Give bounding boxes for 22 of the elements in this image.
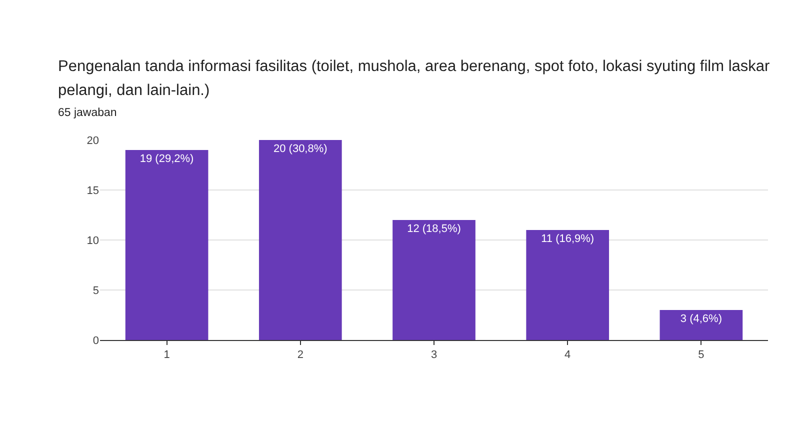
x-tick-label: 1 bbox=[164, 349, 170, 362]
x-tick-label: 5 bbox=[698, 349, 704, 362]
y-tick-label: 10 bbox=[86, 234, 99, 247]
bar bbox=[258, 140, 342, 340]
data-label: 11 (16,9%) bbox=[541, 233, 594, 245]
x-tick-label: 4 bbox=[564, 349, 571, 362]
chart-subtitle: 65 jawaban bbox=[58, 107, 117, 119]
bar bbox=[392, 220, 476, 340]
y-tick-label: 15 bbox=[86, 184, 99, 197]
data-label: 12 (18,5%) bbox=[407, 223, 461, 235]
data-label: 19 (29,2%) bbox=[140, 153, 194, 165]
data-label: 3 (4,6%) bbox=[680, 313, 722, 325]
y-tick-label: 0 bbox=[92, 334, 99, 347]
x-tick-label: 3 bbox=[430, 349, 438, 362]
data-label: 20 (30,8%) bbox=[273, 143, 328, 155]
bar bbox=[526, 230, 610, 340]
bar bbox=[660, 310, 743, 340]
y-tick-label: 20 bbox=[86, 134, 99, 147]
x-tick-label: 2 bbox=[297, 349, 304, 362]
y-tick-label: 5 bbox=[92, 284, 99, 297]
chart-title: Pengenalan tanda informasi fasilitas (toilet, mushola, area berenang, spot foto, lokasi syuting film laskar pelangi, dan lain-lain.) bbox=[58, 57, 771, 101]
bar bbox=[125, 150, 208, 340]
